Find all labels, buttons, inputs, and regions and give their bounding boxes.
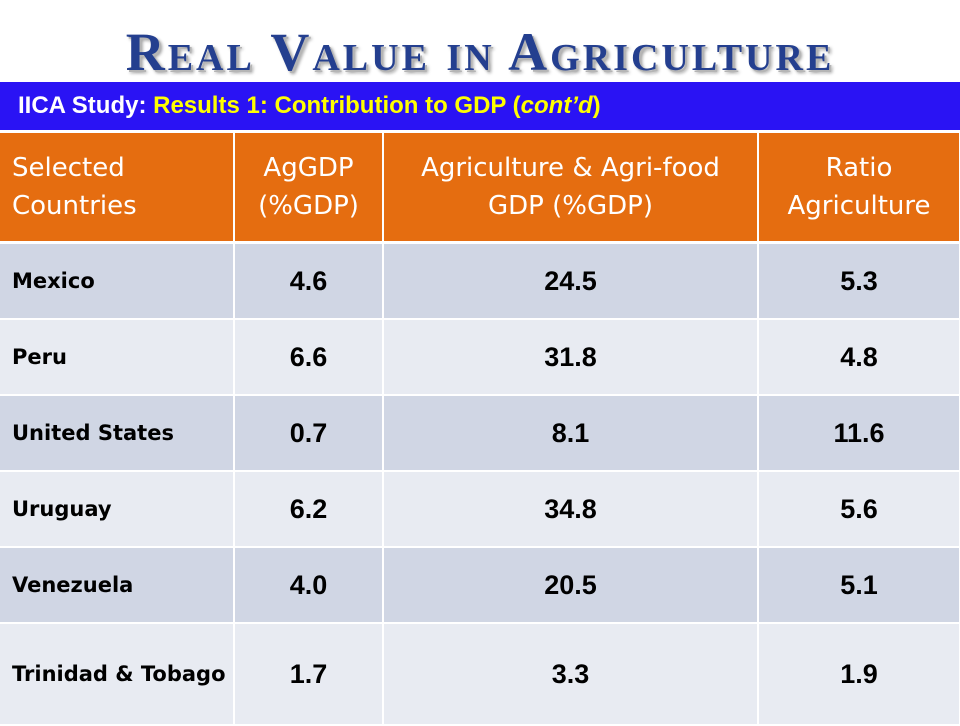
agrifood-cell: 3.3 — [383, 623, 759, 726]
aggdp-cell: 1.7 — [234, 623, 384, 726]
gdp-table: Selected Countries AgGDP (%GDP) Agricult… — [0, 133, 960, 726]
table-header-row: Selected Countries AgGDP (%GDP) Agricult… — [0, 133, 960, 244]
subtitle-main: Results 1: Contribution to GDP ( — [153, 92, 521, 119]
ratio-cell: 4.8 — [758, 319, 960, 396]
country-cell: Trinidad & Tobago — [0, 623, 235, 726]
ratio-cell: 11.6 — [758, 395, 960, 472]
table-row: Trinidad & Tobago 1.7 3.3 1.9 — [0, 623, 960, 726]
agrifood-cell: 8.1 — [383, 395, 759, 472]
header-ratio-agriculture: Ratio Agriculture — [758, 133, 960, 244]
slide-title: Real Value in Agriculture — [125, 22, 835, 82]
table-row: Peru 6.6 31.8 4.8 — [0, 319, 960, 396]
aggdp-cell: 6.2 — [234, 471, 384, 548]
aggdp-cell: 6.6 — [234, 319, 384, 396]
agrifood-cell: 24.5 — [383, 242, 759, 320]
country-cell: Uruguay — [0, 471, 235, 548]
subtitle-italic: cont’d — [520, 92, 593, 119]
subtitle-bar: IICA Study: Results 1: Contribution to G… — [0, 82, 960, 130]
agrifood-cell: 20.5 — [383, 547, 759, 624]
subtitle-close: ) — [592, 92, 601, 119]
table-row: Uruguay 6.2 34.8 5.6 — [0, 471, 960, 548]
aggdp-cell: 4.6 — [234, 242, 384, 320]
aggdp-cell: 0.7 — [234, 395, 384, 472]
table-row: Mexico 4.6 24.5 5.3 — [0, 242, 960, 320]
agrifood-cell: 34.8 — [383, 471, 759, 548]
table-row: Venezuela 4.0 20.5 5.1 — [0, 547, 960, 624]
aggdp-cell: 4.0 — [234, 547, 384, 624]
country-cell: Mexico — [0, 242, 235, 320]
agrifood-cell: 31.8 — [383, 319, 759, 396]
header-aggdp: AgGDP (%GDP) — [234, 133, 384, 244]
header-agrifood-gdp: Agriculture & Agri-food GDP (%GDP) — [383, 133, 759, 244]
country-cell: Venezuela — [0, 547, 235, 624]
ratio-cell: 5.6 — [758, 471, 960, 548]
ratio-cell: 5.3 — [758, 242, 960, 320]
ratio-cell: 5.1 — [758, 547, 960, 624]
subtitle-lead: IICA Study: — [18, 92, 154, 119]
table-row: United States 0.7 8.1 11.6 — [0, 395, 960, 472]
header-selected-countries: Selected Countries — [0, 133, 235, 244]
country-cell: Peru — [0, 319, 235, 396]
ratio-cell: 1.9 — [758, 623, 960, 726]
country-cell: United States — [0, 395, 235, 472]
